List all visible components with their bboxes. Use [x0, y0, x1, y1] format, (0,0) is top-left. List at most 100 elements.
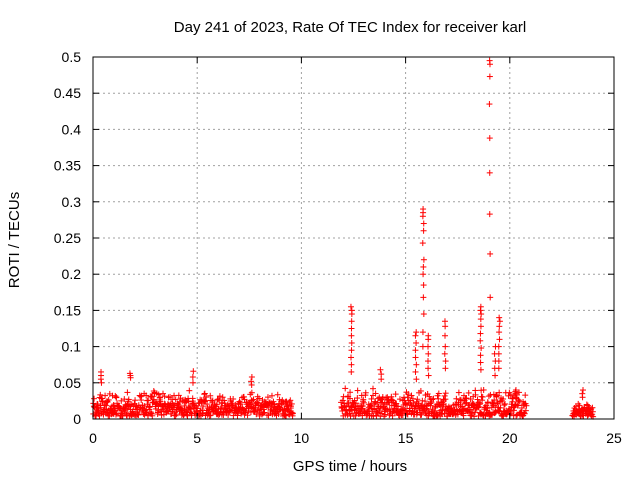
- data-point: [213, 401, 220, 408]
- data-point: [248, 389, 255, 396]
- data-point: [248, 381, 255, 388]
- data-point: [135, 411, 142, 418]
- data-point: [522, 407, 529, 414]
- data-point: [244, 412, 251, 419]
- data-point: [477, 366, 484, 373]
- data-point: [287, 397, 294, 404]
- data-point: [583, 401, 590, 408]
- data-point: [441, 318, 448, 325]
- data-point: [420, 263, 427, 270]
- data-point: [395, 403, 402, 410]
- data-point: [348, 332, 355, 339]
- data-point: [265, 404, 272, 411]
- data-point: [216, 393, 223, 400]
- data-point: [404, 394, 411, 401]
- data-point: [428, 399, 435, 406]
- data-point: [155, 391, 162, 398]
- data-point: [124, 389, 131, 396]
- data-point: [125, 396, 132, 403]
- data-point: [442, 358, 449, 365]
- data-point: [419, 343, 426, 350]
- data-point: [254, 399, 261, 406]
- data-point: [176, 399, 183, 406]
- data-point: [477, 316, 484, 323]
- data-point: [145, 397, 152, 404]
- y-axis-label: ROTI / TECUs: [6, 192, 23, 288]
- data-point: [478, 311, 485, 318]
- y-tick-label: 0.25: [54, 230, 81, 246]
- data-point: [418, 411, 425, 418]
- data-point: [348, 318, 355, 325]
- data-point: [496, 314, 503, 321]
- data-point: [486, 211, 493, 218]
- data-point: [368, 395, 375, 402]
- data-point: [515, 397, 522, 404]
- data-point: [202, 397, 209, 404]
- data-point: [378, 371, 385, 378]
- data-point: [200, 403, 207, 410]
- y-tick-label: 0.2: [62, 266, 82, 282]
- data-point: [236, 398, 243, 405]
- data-point: [253, 411, 260, 418]
- data-point: [348, 339, 355, 346]
- data-point: [480, 386, 487, 393]
- data-point: [495, 365, 502, 372]
- data-point: [413, 376, 420, 383]
- data-point: [392, 391, 399, 398]
- data-point: [420, 311, 427, 318]
- data-point: [413, 329, 420, 336]
- data-point: [419, 329, 426, 336]
- data-point: [386, 412, 393, 419]
- data-point: [370, 385, 377, 392]
- data-point: [412, 354, 419, 361]
- data-point: [189, 379, 196, 386]
- data-point: [493, 393, 500, 400]
- data-point: [270, 398, 277, 405]
- data-point: [240, 393, 247, 400]
- data-point: [237, 401, 244, 408]
- data-point: [486, 135, 493, 142]
- x-axis-label: GPS time / hours: [293, 458, 407, 475]
- data-point: [495, 350, 502, 357]
- data-point: [98, 379, 105, 386]
- data-point: [424, 358, 431, 365]
- data-point: [230, 395, 237, 402]
- data-point: [477, 400, 484, 407]
- data-point: [477, 359, 484, 366]
- data-point: [454, 411, 461, 418]
- x-tick-label: 0: [89, 430, 97, 446]
- x-tick-label: 5: [193, 430, 201, 446]
- y-tick-label: 0.5: [62, 49, 82, 65]
- data-point: [495, 343, 502, 350]
- data-point: [348, 354, 355, 361]
- y-tick-label: 0.15: [54, 302, 81, 318]
- data-point: [465, 389, 472, 396]
- data-point: [370, 413, 377, 420]
- data-point: [497, 404, 504, 411]
- data-point: [186, 387, 193, 394]
- data-point: [127, 374, 134, 381]
- tick-labels-layer: 0 0.05 0.1 0.15 0.2 0.25 0.3 0.35 0.4 0.45 0.5 0 5 10…: [54, 49, 622, 446]
- y-tick-label: 0.3: [62, 194, 82, 210]
- data-point: [157, 398, 164, 405]
- data-point: [492, 372, 499, 379]
- data-point: [442, 332, 449, 339]
- data-point: [521, 410, 528, 417]
- data-point: [390, 406, 397, 413]
- data-point: [354, 395, 361, 402]
- data-point: [462, 400, 469, 407]
- data-point: [413, 361, 420, 368]
- ticks-layer: [92, 56, 615, 420]
- data-point: [203, 394, 210, 401]
- chart-title: Day 241 of 2023, Rate Of TEC Index for r…: [174, 19, 526, 36]
- data-point: [248, 374, 255, 381]
- data-point: [486, 169, 493, 176]
- data-point: [420, 294, 427, 301]
- data-point: [425, 336, 432, 343]
- data-point: [432, 407, 439, 414]
- data-point: [94, 401, 101, 408]
- data-point: [425, 365, 432, 372]
- data-point: [417, 387, 424, 394]
- data-point: [412, 332, 419, 339]
